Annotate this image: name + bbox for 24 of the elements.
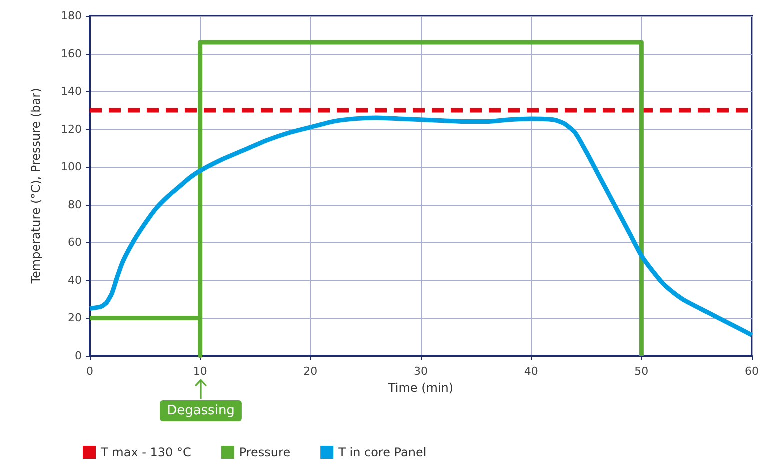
y-tick-label: 140 [61,85,82,98]
y-tick-label: 160 [61,47,82,60]
y-tick-label: 60 [68,236,82,250]
y-tick-label: 20 [68,312,82,325]
y-tick-label: 120 [61,122,82,136]
x-axis-title: Time (min) [387,381,454,395]
line-series [88,116,754,338]
x-tick-label: 10 [193,365,208,378]
x-tick-label: 0 [86,365,94,378]
y-tick-label: 0 [75,350,82,362]
x-tick-label: 60 [745,365,759,378]
x-tick-label: 50 [634,365,649,378]
y-tick-label: 40 [68,274,82,287]
legend-label: Pressure [239,446,291,460]
legend-label: T in core Panel [338,446,427,460]
y-tick-label: 80 [68,198,82,212]
x-tick-label: 40 [524,365,538,378]
y-tick-label: 100 [61,160,82,174]
y-tick-label: 180 [61,10,82,22]
legend-label: T max - 130 °C [100,446,192,460]
text: Degassing [167,404,235,418]
x-tick-label: 20 [304,365,318,378]
y-axis-title: Temperature (°C), Pressure (bar) [29,88,43,285]
x-tick-label: 30 [414,365,428,378]
